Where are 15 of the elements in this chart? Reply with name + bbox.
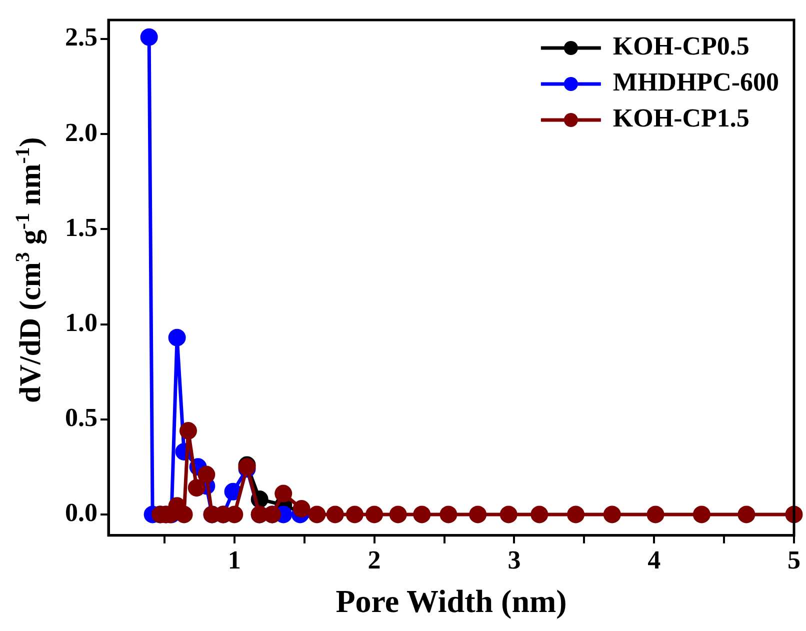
y-tick-label: 1.5 — [65, 212, 98, 242]
y-tick-label: 1.0 — [65, 308, 98, 338]
legend-label: KOH-CP1.5 — [612, 104, 750, 133]
x-tick-label: 3 — [508, 546, 521, 575]
x-tick-label: 4 — [648, 546, 661, 575]
legend-label: MHDHPC-600 — [612, 68, 780, 97]
y-tick-label: 2.0 — [65, 118, 98, 147]
x-axis-title: Pore Width (nm) — [336, 583, 567, 620]
y-tick-label: 0.5 — [65, 403, 98, 432]
x-tick-label: 1 — [228, 546, 241, 575]
x-tick-label: 5 — [788, 546, 800, 575]
legend-label: KOH-CP0.5 — [612, 32, 750, 61]
y-tick-label: 2.5 — [65, 22, 98, 52]
x-tick-label: 2 — [368, 546, 381, 575]
y-tick-label: 0.0 — [65, 498, 98, 528]
